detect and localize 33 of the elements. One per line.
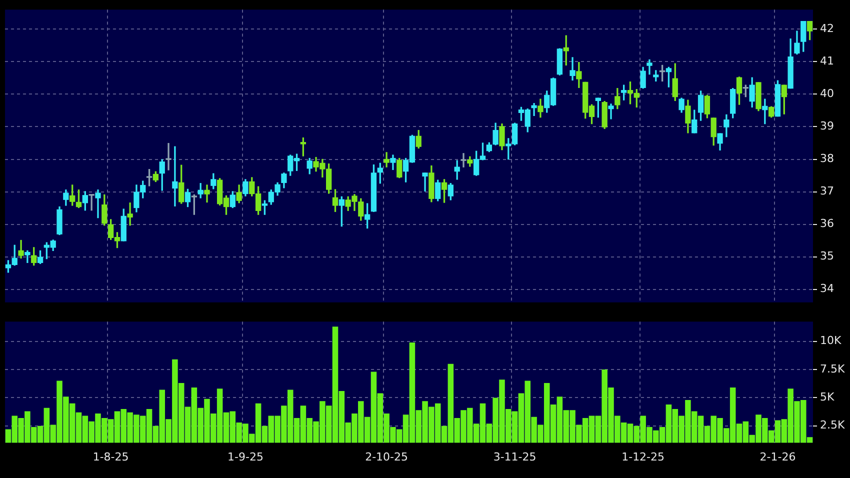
candlestick bbox=[422, 172, 428, 192]
candlestick bbox=[172, 146, 178, 206]
candlestick bbox=[95, 190, 101, 218]
candlestick bbox=[88, 194, 94, 211]
y-tick-label: 7.5K bbox=[820, 362, 846, 376]
y-tick-label: 34 bbox=[820, 282, 834, 296]
y-tick-label: 2.5K bbox=[820, 418, 846, 432]
candlestick bbox=[204, 184, 210, 203]
x-tick-label: 3-11-25 bbox=[493, 450, 536, 464]
x-tick-label: 1-8-25 bbox=[92, 450, 129, 464]
x-tick-label: 1-9-25 bbox=[228, 450, 264, 464]
candlestick bbox=[384, 152, 390, 168]
y-tick-label: 37 bbox=[820, 184, 834, 198]
candlestick bbox=[460, 153, 466, 168]
y-tick-label: 5K bbox=[820, 390, 835, 404]
candlestick bbox=[608, 104, 614, 120]
x-tick-label: 2-10-25 bbox=[365, 450, 408, 464]
candlestick bbox=[570, 57, 576, 81]
y-tick-label: 36 bbox=[820, 217, 834, 230]
y-tick-label: 35 bbox=[820, 250, 834, 263]
y-tick-label: 40 bbox=[820, 87, 834, 100]
candlestick bbox=[24, 250, 30, 264]
candlestick bbox=[646, 59, 652, 75]
y-tick-label: 41 bbox=[820, 54, 834, 68]
candlestick bbox=[166, 142, 172, 170]
candlestick bbox=[531, 102, 537, 116]
y-tick-label: 39 bbox=[820, 120, 834, 133]
y-tick-label: 10K bbox=[820, 334, 842, 348]
x-tick-label: 1-12-25 bbox=[622, 450, 665, 464]
candlestick bbox=[127, 202, 133, 226]
y-tick-label: 38 bbox=[820, 152, 834, 166]
y-tick-label: 42 bbox=[820, 22, 834, 35]
x-tick-label: 2-1-26 bbox=[760, 450, 796, 464]
